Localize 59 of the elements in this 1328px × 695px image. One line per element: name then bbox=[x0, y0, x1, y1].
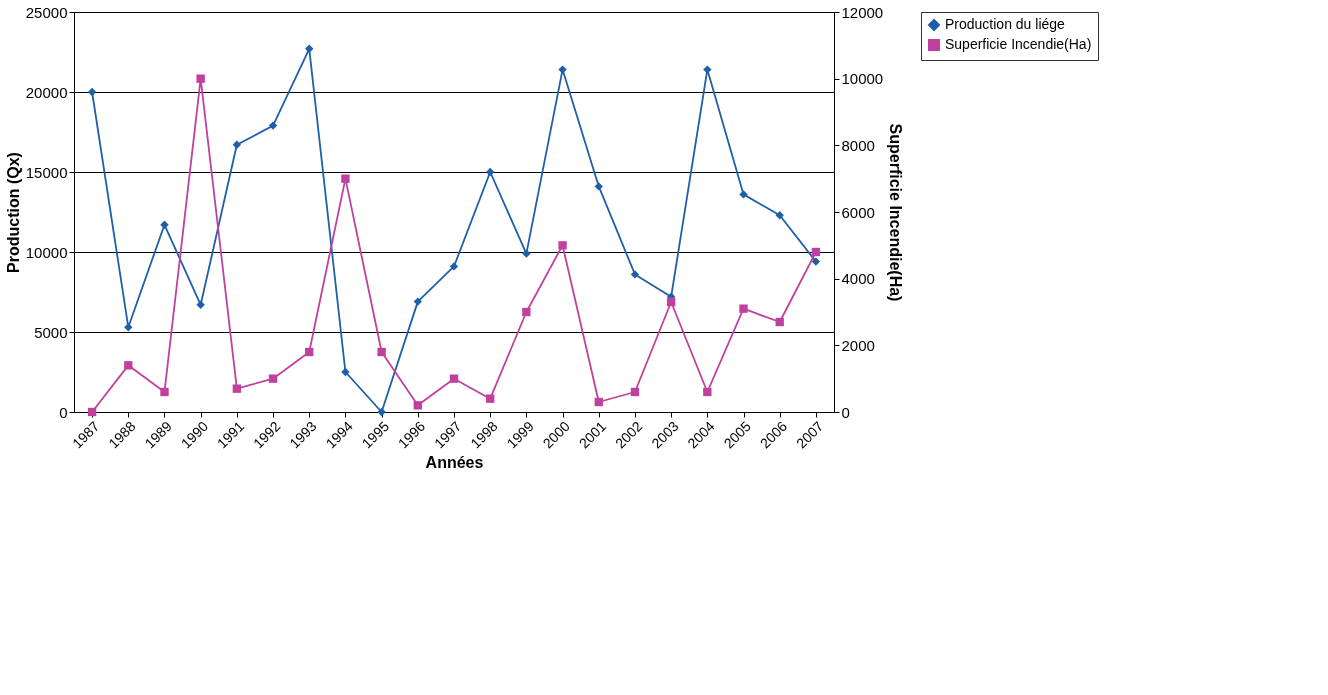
point bbox=[413, 297, 422, 306]
point bbox=[413, 401, 422, 410]
point bbox=[268, 121, 278, 130]
point bbox=[594, 182, 603, 191]
point bbox=[594, 397, 603, 407]
point bbox=[232, 140, 242, 149]
y-tick-label: 15000 bbox=[25, 163, 68, 181]
point bbox=[124, 361, 133, 370]
point bbox=[775, 317, 784, 327]
point bbox=[811, 257, 821, 266]
y2-tick-label: 0 bbox=[841, 403, 850, 421]
point bbox=[630, 270, 640, 279]
point bbox=[703, 65, 712, 74]
point bbox=[341, 367, 350, 377]
y-tick-label: 10000 bbox=[25, 243, 68, 261]
point bbox=[160, 387, 169, 397]
y-tick-label: 25000 bbox=[25, 3, 68, 21]
legend-label: Production du liége bbox=[945, 16, 1066, 32]
point bbox=[486, 167, 495, 177]
point bbox=[377, 407, 386, 417]
y2-axis-title: Superficie Incendie(Ha) bbox=[887, 123, 905, 302]
y2-tick-label: 2000 bbox=[841, 336, 875, 354]
point bbox=[196, 74, 205, 83]
y2-tick-label: 4000 bbox=[841, 270, 875, 288]
y2-tick-label: 6000 bbox=[841, 203, 875, 221]
point bbox=[666, 297, 676, 307]
point bbox=[305, 347, 314, 357]
point bbox=[775, 211, 784, 220]
point bbox=[87, 407, 97, 417]
point bbox=[630, 387, 640, 397]
point bbox=[558, 65, 567, 74]
legend-label: Superficie Incendie(Ha) bbox=[945, 36, 1092, 52]
point bbox=[811, 247, 821, 257]
point bbox=[124, 323, 133, 332]
y2-tick-label: 8000 bbox=[841, 136, 875, 154]
y-tick-label: 0 bbox=[59, 403, 68, 421]
point bbox=[739, 190, 748, 199]
point bbox=[341, 174, 350, 183]
point bbox=[522, 307, 531, 317]
point bbox=[87, 87, 97, 97]
point bbox=[232, 384, 242, 393]
point bbox=[449, 374, 459, 383]
point bbox=[486, 394, 495, 403]
point bbox=[160, 220, 169, 229]
point bbox=[377, 347, 386, 357]
point bbox=[522, 249, 531, 258]
y2-tick-label: 12000 bbox=[841, 3, 884, 21]
y-tick-label: 5000 bbox=[34, 323, 68, 341]
point bbox=[703, 387, 712, 397]
point bbox=[305, 44, 314, 53]
y-tick-label: 20000 bbox=[25, 83, 68, 101]
point bbox=[268, 374, 278, 383]
x-axis-title: Années bbox=[425, 454, 484, 472]
y-axis-title: Production (Qx) bbox=[4, 152, 22, 273]
point bbox=[558, 241, 567, 250]
y2-tick-label: 10000 bbox=[841, 70, 884, 88]
point bbox=[449, 262, 459, 271]
point bbox=[196, 300, 205, 309]
point bbox=[739, 304, 748, 313]
